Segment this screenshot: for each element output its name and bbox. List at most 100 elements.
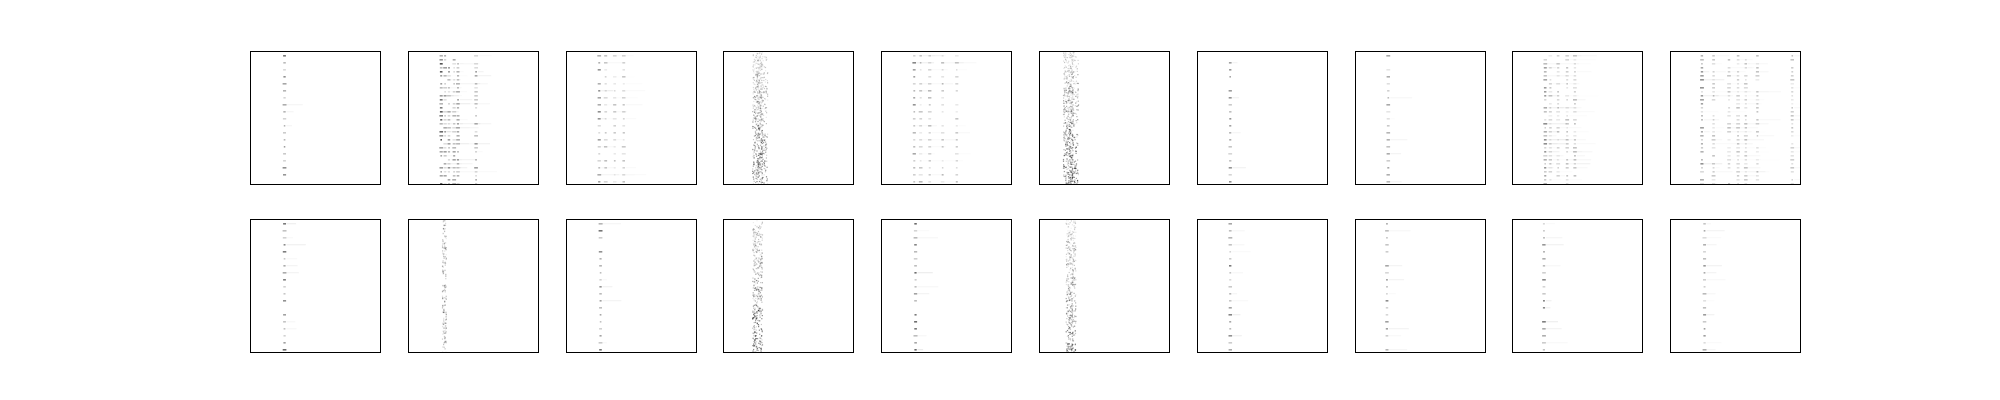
heatmap-cell <box>755 74 757 76</box>
heatmap-cell <box>442 232 444 235</box>
heatmap-cell <box>1072 114 1074 116</box>
heatmap-cell <box>1071 177 1073 180</box>
heatmap-cell <box>1740 99 1755 100</box>
heatmap-cell <box>282 237 287 239</box>
heatmap-cell <box>1712 135 1716 137</box>
heatmap-cell <box>1066 105 1068 107</box>
heatmap-cell <box>1069 117 1071 119</box>
heatmap-cell <box>756 347 758 350</box>
heatmap-cell <box>1548 131 1552 133</box>
heatmap-cell <box>761 309 764 311</box>
heatmap-cell <box>1544 179 1547 181</box>
heatmap-cell <box>752 310 754 312</box>
heatmap-cell <box>756 95 758 97</box>
heatmap-cell <box>1069 249 1071 251</box>
heatmap-cell <box>1744 67 1747 69</box>
heatmap-cell <box>928 139 932 141</box>
heatmap-cell <box>1072 144 1075 146</box>
heatmap-cell <box>1069 263 1071 265</box>
heatmap-cell <box>286 125 292 127</box>
heatmap-cell <box>1073 292 1075 294</box>
heatmap-cell <box>758 119 760 121</box>
heatmap-cell <box>1068 338 1070 340</box>
heatmap-cell <box>757 59 759 62</box>
heatmap-cell <box>1736 55 1740 57</box>
heatmap-cell <box>757 81 759 84</box>
heatmap-cell <box>1565 111 1569 113</box>
heatmap-cell <box>1066 278 1068 280</box>
heatmap-cell <box>762 149 764 151</box>
heatmap-panel <box>881 219 1012 353</box>
heatmap-cell <box>755 181 757 184</box>
heatmap-cell <box>602 286 613 288</box>
heatmap-cell <box>1068 147 1070 149</box>
heatmap-cell <box>442 243 444 245</box>
heatmap-cell <box>1066 57 1068 59</box>
heatmap-cell <box>1790 171 1794 173</box>
heatmap-cell <box>758 132 760 134</box>
heatmap-cell <box>1074 277 1076 279</box>
heatmap-cell <box>457 99 459 101</box>
heatmap-cell <box>599 272 602 274</box>
heatmap-cell <box>757 173 759 175</box>
heatmap-cell <box>955 132 959 134</box>
heatmap-cell <box>757 170 759 172</box>
heatmap-cell <box>919 160 922 162</box>
heatmap-cell <box>1063 90 1066 92</box>
heatmap-cell <box>1791 107 1793 109</box>
heatmap-cell <box>1700 87 1704 89</box>
heatmap-cell <box>752 239 754 241</box>
heatmap-cell <box>1700 95 1704 97</box>
heatmap-cell <box>755 119 757 121</box>
heatmap-cell <box>761 68 763 71</box>
heatmap-cell <box>756 150 758 152</box>
heatmap-cell <box>916 62 935 64</box>
heatmap-cell <box>1547 63 1561 65</box>
heatmap-cell <box>757 120 759 123</box>
heatmap-cell <box>760 73 762 75</box>
heatmap-cell <box>752 55 754 57</box>
heatmap-cell <box>757 169 759 172</box>
heatmap-cell <box>444 230 446 233</box>
heatmap-cell <box>1066 102 1068 104</box>
heatmap-cell <box>1712 123 1715 125</box>
heatmap-cell <box>758 137 760 139</box>
heatmap-cell <box>755 172 757 174</box>
heatmap-cell <box>1065 91 1067 93</box>
heatmap-cell <box>755 257 757 259</box>
heatmap-cell <box>1549 67 1552 69</box>
heatmap-cell <box>1700 67 1704 69</box>
heatmap-cell <box>439 147 444 149</box>
heatmap-cell <box>754 294 756 296</box>
heatmap-cell <box>1576 167 1588 169</box>
heatmap-cell <box>1560 159 1566 160</box>
heatmap-cell <box>622 160 625 162</box>
heatmap-cell <box>1543 230 1545 232</box>
heatmap-cell <box>753 164 755 166</box>
heatmap-cell <box>1073 317 1075 319</box>
heatmap-cell <box>1548 171 1553 173</box>
heatmap-cell <box>1069 121 1071 123</box>
heatmap-cell <box>913 167 916 169</box>
heatmap-cell <box>755 315 757 317</box>
heatmap-cell <box>452 179 457 181</box>
heatmap-cell <box>1069 153 1071 155</box>
heatmap-cell <box>756 312 758 314</box>
heatmap-cell <box>601 118 606 120</box>
heatmap-cell <box>448 123 450 125</box>
heatmap-cell <box>613 160 616 162</box>
heatmap-cell <box>1543 159 1547 161</box>
heatmap-cell <box>928 146 932 148</box>
heatmap-cell <box>1744 159 1747 161</box>
heatmap-cell <box>1389 349 1408 351</box>
heatmap-cell <box>1542 349 1545 351</box>
heatmap-cell <box>1759 147 1766 148</box>
heatmap-cell <box>1074 247 1076 249</box>
heatmap-cell <box>761 130 763 132</box>
heatmap-cell <box>754 287 756 289</box>
heatmap-cell <box>762 153 764 155</box>
heatmap-cell <box>757 101 759 104</box>
heatmap-cell <box>474 67 478 69</box>
heatmap-cell <box>1071 98 1073 100</box>
heatmap-cell <box>754 240 756 242</box>
